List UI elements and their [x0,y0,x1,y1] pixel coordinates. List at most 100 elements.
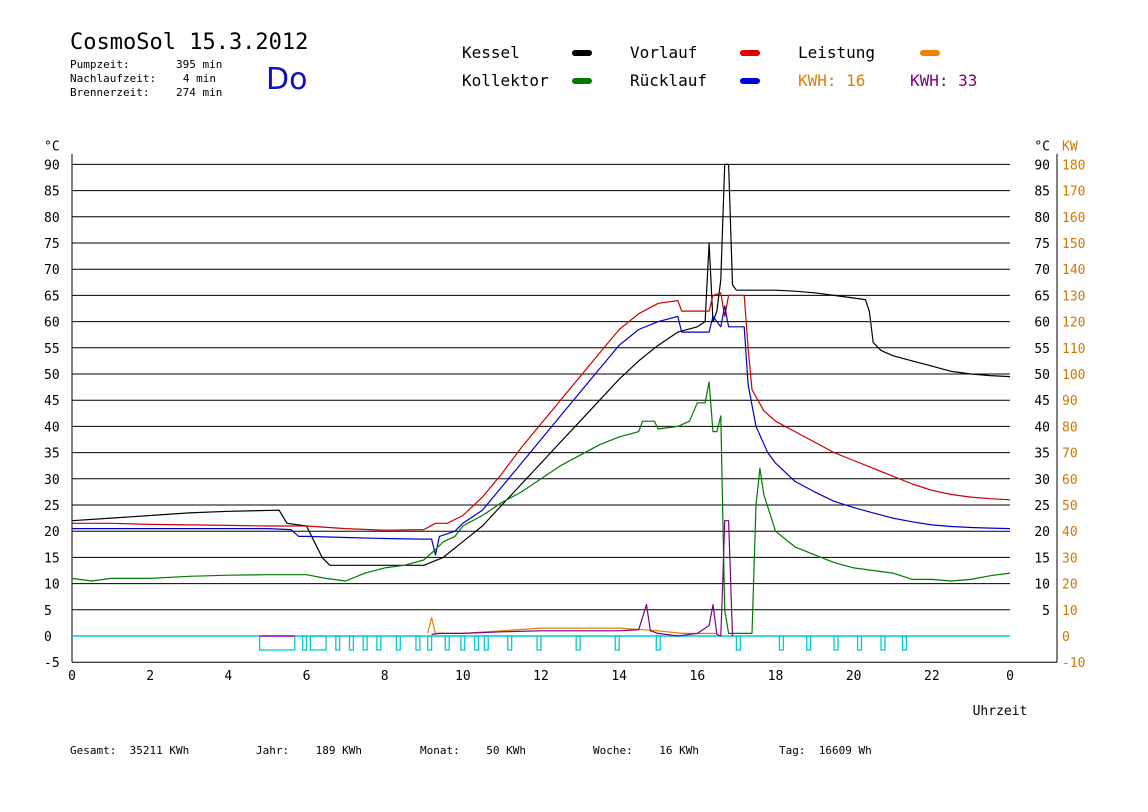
y-tick-label-left: 5 [44,604,52,619]
y-tick-label-right-c: 75 [1034,237,1050,252]
y-axis-unit-right-kw: KW [1062,139,1078,154]
y-tick-label-right-c: 40 [1034,420,1050,435]
app-title: CosmoSol 15.3.2012 [70,30,309,55]
y-tick-label-left: 55 [44,342,60,357]
legend-kwh2-value: 33 [958,71,978,90]
x-tick-label: 16 [690,669,706,684]
series-line-r-cklauf [72,305,1011,556]
y-tick-label-left: -5 [44,656,60,671]
y-tick-label-right-c: 65 [1034,289,1050,304]
y-tick-label-right-c: 45 [1034,394,1050,409]
pump-pulse [258,635,296,651]
legend-kwh1-label: KWH: [798,71,837,90]
pump-pulse [335,635,341,651]
nachlaufzeit-value: 4 min [182,72,216,85]
pumpzeit-label: Pumpzeit: [70,58,130,71]
y-tick-label-left: 15 [44,551,60,566]
y-tick-label-left: 40 [44,420,60,435]
pump-pulse [536,635,542,651]
x-tick-label: 4 [224,669,232,684]
legend-kollektor-label: Kollektor [462,71,549,90]
legend-vorlauf-label: Vorlauf [630,43,698,62]
legend-kessel-swatch [572,50,592,56]
pump-pulse [473,635,480,651]
footer-monat-value: 50 KWh [486,744,526,757]
footer-tag-value: 16609 Wh [818,744,872,757]
y-tick-label-right-c: 90 [1034,158,1050,173]
nachlaufzeit-label: Nachlaufzeit: [70,72,157,85]
y-tick-label-left: 25 [44,499,60,514]
y-tick-label-right-kw: 120 [1062,316,1085,331]
y-tick-label-left: 10 [44,578,60,593]
series-line-kollektor [71,381,1011,634]
y-tick-label-right-kw: 140 [1062,263,1085,278]
nachlaufzeit-row: Nachlaufzeit: 4 min [70,72,216,85]
legend-kwh2: KWH: 33 [910,71,977,90]
pump-pulse [880,635,886,651]
legend-ruecklauf-label: Rücklauf [630,71,708,90]
y-tick-label-left: 50 [44,368,60,383]
y-tick-label-left: 90 [44,158,60,173]
footer-jahr-value: 189 KWh [315,744,362,757]
pump-pulse [376,635,382,651]
weekday-label: Do [266,62,308,97]
y-tick-label-right-c: 85 [1034,185,1050,200]
pump-pulse [444,635,450,651]
y-tick-label-left: 75 [44,237,60,252]
series-line-kessel [71,163,1011,566]
y-tick-label-right-kw: 170 [1062,185,1085,200]
pump-pulse [778,635,784,651]
legend-leistung-swatch [920,50,940,56]
pump-pulse [483,635,489,651]
x-tick-label: 2 [146,669,154,684]
pump-pulse [856,635,863,651]
legend-ruecklauf-swatch [740,78,760,84]
footer-jahr: Jahr: 189 KWh [256,744,362,757]
x-tick-label: 22 [924,669,940,684]
x-tick-label: 18 [768,669,784,684]
y-tick-label-right-c: 20 [1034,525,1050,540]
y-tick-label-right-kw: 90 [1062,394,1078,409]
y-tick-label-right-kw: 150 [1062,237,1085,252]
y-tick-label-right-kw: -10 [1062,656,1085,671]
legend-kwh1-value: 16 [846,71,866,90]
y-tick-label-right-c: 30 [1034,473,1050,488]
pump-pulse [395,635,401,651]
y-tick-label-left: 30 [44,473,60,488]
y-tick-label-right-kw: 70 [1062,447,1078,462]
footer-tag: Tag: 16609 Wh [779,744,872,757]
y-tick-label-right-c: 70 [1034,263,1050,278]
y-tick-label-right-c: 80 [1034,211,1050,226]
y-tick-label-right-kw: 110 [1062,342,1085,357]
y-tick-label-right-kw: 30 [1062,551,1078,566]
y-tick-label-left: 85 [44,185,60,200]
x-tick-label: 10 [455,669,471,684]
legend-leistung-label: Leistung [798,43,876,62]
footer-woche-value: 16 KWh [659,744,699,757]
y-tick-label-right-kw: 160 [1062,211,1085,226]
y-tick-label-right-kw: 0 [1062,630,1070,645]
x-tick-label: 8 [381,669,389,684]
y-tick-label-right-kw: 40 [1062,525,1078,540]
pump-pulse [460,635,466,651]
y-tick-label-right-kw: 50 [1062,499,1078,514]
y-tick-label-right-kw: 100 [1062,368,1085,383]
y-tick-label-left: 35 [44,447,60,462]
y-tick-label-right-c: 60 [1034,316,1050,331]
y-tick-label-right-c: 35 [1034,447,1050,462]
pump-pulse [901,635,908,651]
y-axis-unit-right-c: °C [1034,139,1050,154]
pump-pulse [507,635,513,651]
x-tick-label: 12 [533,669,549,684]
series-line-leistung [427,617,717,634]
footer-monat-label: Monat: [420,744,460,757]
legend-kwh2-label: KWH: [910,71,949,90]
series-line-vorlauf [72,292,1011,531]
x-tick-label: 0 [1006,669,1014,684]
footer-monat: Monat: 50 KWh [420,744,526,757]
y-tick-label-left: 20 [44,525,60,540]
footer-woche-label: Woche: [593,744,633,757]
x-tick-label: 14 [611,669,627,684]
y-tick-label-right-c: 10 [1034,578,1050,593]
legend-kwh1: KWH: 16 [798,71,865,90]
